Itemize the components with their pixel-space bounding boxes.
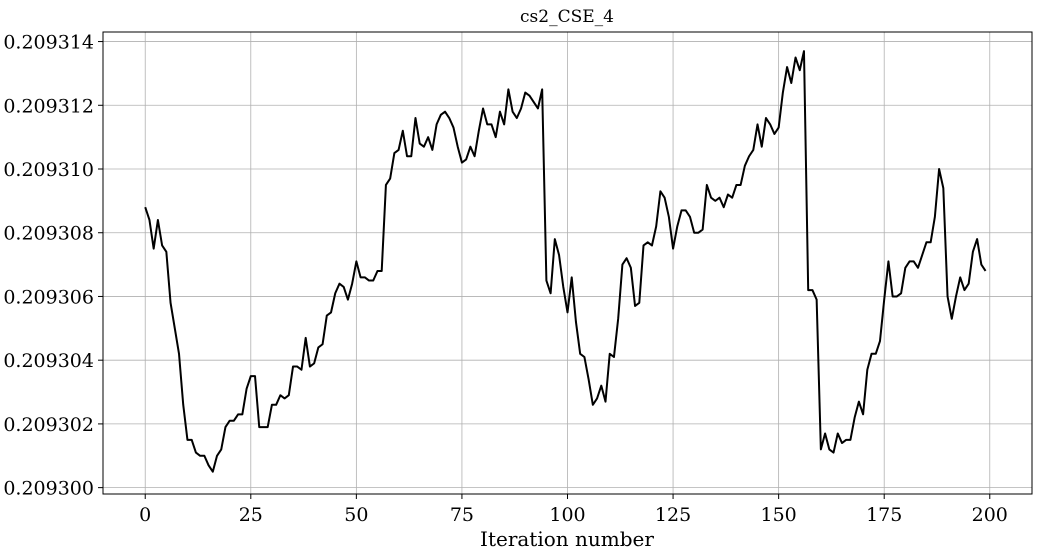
ticks: 0 25 50 75 100 125 150 175 200 0.209300 0.209302 0.… (3, 32, 1008, 526)
series-layer (144, 50, 987, 473)
x-tick-label: 75 (450, 504, 474, 526)
y-tick-label: 0.209310 (3, 159, 94, 181)
grid (103, 32, 1032, 494)
x-tick-label: 50 (344, 504, 368, 526)
x-tick-label: 100 (549, 504, 585, 526)
y-tick-label: 0.209306 (3, 286, 94, 308)
x-tick-label: 25 (239, 504, 263, 526)
x-axis-label: Iteration number (480, 527, 654, 551)
x-tick-label: 150 (761, 504, 797, 526)
series-line (144, 50, 987, 473)
x-tick-label: 200 (972, 504, 1008, 526)
y-tick-label: 0.209302 (3, 414, 94, 436)
x-tick-label: 125 (655, 504, 691, 526)
x-tick-label: 0 (139, 504, 151, 526)
y-tick-label: 0.209308 (3, 223, 94, 245)
y-tick-label: 0.209314 (3, 32, 94, 54)
y-tick-label: 0.209312 (3, 95, 94, 117)
chart-title: cs2_CSE_4 (520, 7, 614, 27)
y-tick-label: 0.209304 (3, 350, 94, 372)
x-tick-label: 175 (866, 504, 902, 526)
y-tick-label: 0.209300 (3, 478, 94, 500)
